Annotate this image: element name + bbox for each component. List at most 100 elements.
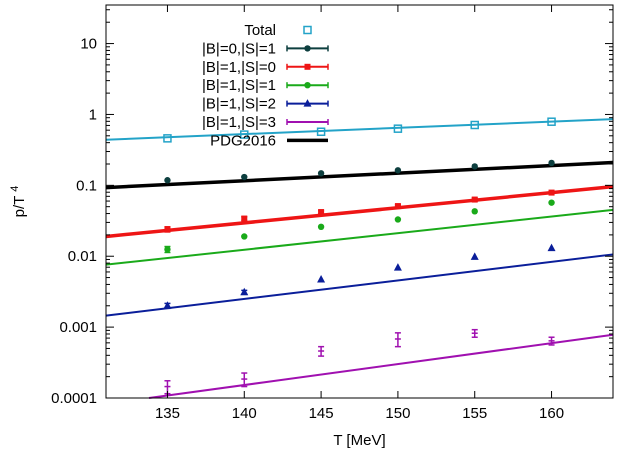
marker-filled-square <box>394 203 401 210</box>
series-line <box>105 208 614 266</box>
plot-frame <box>105 4 614 399</box>
data-point <box>547 243 556 252</box>
data-point <box>241 215 248 222</box>
marker-open-square <box>303 25 312 35</box>
legend-label: |B|=1,|S|=0 <box>202 59 276 76</box>
data-point <box>317 223 325 231</box>
marker-open-square <box>316 127 326 137</box>
marker-filled-circle <box>241 173 248 181</box>
y-tick-label: 0.0001 <box>51 390 97 407</box>
data-point <box>548 199 555 206</box>
data-point <box>317 170 325 177</box>
data-point <box>316 127 326 137</box>
data-point <box>548 159 555 167</box>
data-point <box>240 287 249 296</box>
marker-filled-triangle <box>303 99 312 107</box>
marker-filled-circle <box>471 208 478 215</box>
data-point <box>470 120 479 130</box>
legend-entry: |B|=1,|S|=1 <box>202 77 329 94</box>
marker-filled-square <box>241 215 248 222</box>
legend-label: |B|=1,|S|=1 <box>202 77 276 94</box>
marker-filled-triangle <box>240 287 249 296</box>
legend: Total|B|=0,|S|=1 |B|=1,|S|=0|B|=1,|S|=1 |B… <box>202 22 329 149</box>
marker-open-square <box>470 120 479 130</box>
marker-open-square <box>393 124 403 133</box>
legend-label: |B|=1,|S|=2 <box>202 96 276 113</box>
x-tick-label: 160 <box>539 405 564 422</box>
marker-filled-circle <box>394 167 402 174</box>
data-point <box>163 134 172 143</box>
data-point <box>393 263 402 271</box>
y-axis-label-base: p/T <box>11 196 28 218</box>
data-point <box>241 233 248 240</box>
y-tick-label: 1 <box>89 106 97 123</box>
legend-entry: |B|=1,|S|=0 <box>202 59 329 76</box>
legend-label: |B|=0,|S|=1 <box>202 40 276 57</box>
legend-entry: PDG2016 <box>210 132 328 149</box>
data-point <box>240 130 249 139</box>
marker-filled-square <box>304 63 311 70</box>
data-point <box>241 173 248 181</box>
x-tick-label: 155 <box>462 405 487 422</box>
data-point <box>164 226 171 233</box>
data-point <box>470 252 479 260</box>
marker-filled-circle <box>471 163 478 170</box>
series-line <box>105 118 614 141</box>
marker-filled-circle <box>304 45 311 52</box>
data-point <box>317 274 326 283</box>
data-point <box>547 117 556 126</box>
marker-filled-circle <box>241 233 248 240</box>
marker-open-square <box>163 134 172 143</box>
marker-filled-circle <box>317 223 325 231</box>
series-line <box>105 184 614 239</box>
data-point <box>241 372 248 388</box>
marker-open-square <box>240 130 249 139</box>
series-line <box>105 160 614 190</box>
series-line <box>105 253 614 317</box>
data-point <box>548 336 555 346</box>
marker-open-square <box>547 117 556 126</box>
x-tick-label: 145 <box>309 405 334 422</box>
marker-filled-triangle <box>163 301 172 309</box>
marker-filled-triangle <box>317 274 326 283</box>
x-axis-label: T [MeV] <box>333 432 385 449</box>
legend-entry: |B|=1,|S|=3 <box>202 114 329 131</box>
marker-filled-square <box>164 226 171 233</box>
marker-filled-circle <box>548 199 555 206</box>
legend-entry: |B|=1,|S|=2 <box>202 96 329 113</box>
marker-filled-square <box>318 209 325 216</box>
x-tick-label: 150 <box>385 405 410 422</box>
marker-filled-circle <box>317 170 325 177</box>
data-point <box>318 345 325 357</box>
series-line <box>148 333 614 399</box>
marker-filled-square <box>548 189 555 196</box>
legend-label: PDG2016 <box>210 132 276 149</box>
y-tick-label: 0.1 <box>76 177 97 194</box>
y-axis-label-superscript: 4 <box>9 186 21 192</box>
data-point <box>164 177 171 184</box>
marker-filled-circle <box>548 159 555 167</box>
data-point <box>471 208 478 215</box>
legend-entry: Total <box>244 22 312 39</box>
marker-filled-circle <box>304 82 311 89</box>
series-lines <box>105 118 614 399</box>
axis-ticks: 135 140 145 150 155 160 0.0001 0.001 0.01 0.1 1 10 <box>51 5 613 422</box>
data-point <box>394 167 402 174</box>
data-point <box>471 163 478 170</box>
data-point <box>471 328 478 338</box>
data-points <box>163 117 556 395</box>
data-point <box>394 203 401 210</box>
y-tick-label: 0.01 <box>68 248 97 265</box>
marker-filled-circle <box>164 246 171 253</box>
data-point <box>394 332 401 348</box>
data-point <box>318 209 325 216</box>
marker-filled-triangle <box>547 243 556 252</box>
y-tick-label: 0.001 <box>59 319 97 336</box>
legend-label: Total <box>244 22 276 39</box>
data-point <box>548 189 555 196</box>
x-tick-label: 140 <box>232 405 257 422</box>
y-tick-label: 10 <box>80 36 97 53</box>
marker-filled-triangle <box>470 252 479 260</box>
data-point <box>471 196 478 203</box>
